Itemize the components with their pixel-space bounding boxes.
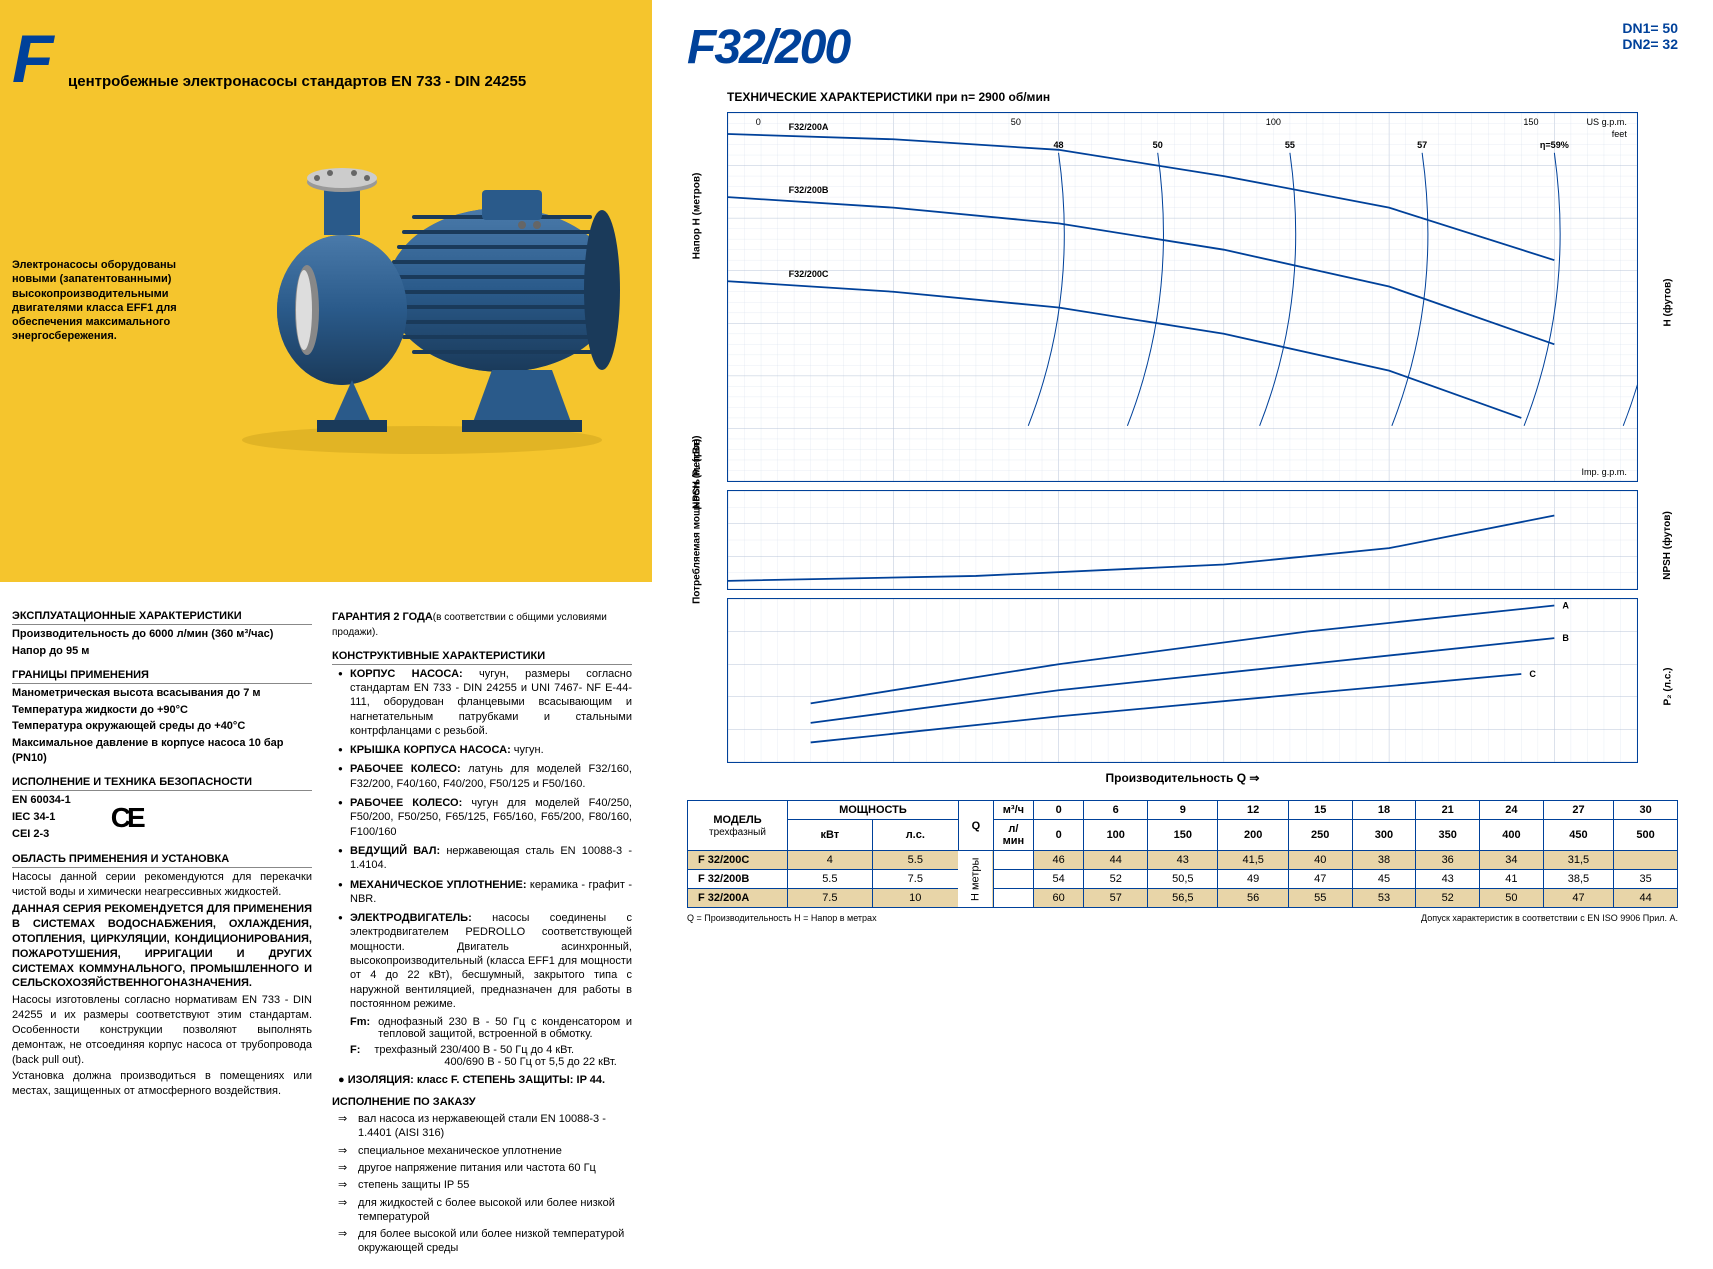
constr-heading: КОНСТРУКТИВНЫЕ ХАРАКТЕРИСТИКИ [332,650,632,665]
safety-heading: ИСПОЛНЕНИЕ И ТЕХНИКА БЕЗОПАСНОСТИ [12,776,312,791]
order-item: для более высокой или более низкой темпе… [338,1227,632,1256]
pump-illustration [212,130,632,460]
hero-section: F центробежные электронасосы стандартов … [0,0,652,582]
svg-text:F32/200B: F32/200B [789,185,829,195]
app-1: Насосы данной серии рекомендуются для пе… [12,870,312,900]
std-2: IEC 34-1 [12,810,71,825]
side-note: Электронасосы оборудованы новыми (запате… [12,258,192,344]
spec-columns: ЭКСПЛУАТАЦИОННЫЕ ХАРАКТЕРИСТИКИ Производ… [0,582,652,1269]
footnote: Q = Производительность H = Напор в метра… [687,913,1678,923]
f-text2: 400/690 В - 50 Гц от 5,5 до 22 кВт. [374,1056,632,1068]
svg-text:100: 100 [1266,117,1281,127]
construction-list: КОРПУС НАСОСА: чугун, размеры согласно с… [332,667,632,1012]
construction-item: КРЫШКА КОРПУСА НАСОСА: чугун. [338,743,632,757]
order-item: вал насоса из нержавеющей стали EN 10088… [338,1112,632,1141]
footnote-right: Допуск характеристик в соответствии с EN… [1421,913,1678,923]
f-label: F: [350,1044,360,1068]
fm-label: Fm: [350,1016,370,1040]
power-chart-wrap: Потребляемая мощность P₂ (кВт) P₂ (л.с.)… [727,598,1638,763]
exploit-heading: ЭКСПЛУАТАЦИОННЫЕ ХАРАКТЕРИСТИКИ [12,610,312,625]
npsh-chart-wrap: NPSH (метров) NPSH (футов) 13571020 [727,490,1638,590]
std-1: EN 60034-1 [12,793,71,808]
svg-text:150: 150 [1523,117,1538,127]
app-3: Насосы изготовлены согласно нормативам E… [12,993,312,1067]
main-chart-wrap: Напор H (метров) H (футов) 050100150US g… [727,112,1638,482]
order-item: степень защиты IP 55 [338,1178,632,1192]
limits-3: Температура окружающей среды до +40°C [12,719,312,734]
construction-item: РАБОЧЕЕ КОЛЕСО: латунь для моделей F32/1… [338,762,632,791]
f-text1: трехфазный 230/400 В - 50 Гц до 4 кВт. [374,1044,632,1056]
app-4: Установка должна производиться в помещен… [12,1069,312,1099]
svg-text:48: 48 [1053,140,1063,150]
construction-item: ЭЛЕКТРОДВИГАТЕЛЬ: насосы соединены с эле… [338,911,632,1011]
svg-text:F32/200C: F32/200C [789,269,829,279]
left-col: ЭКСПЛУАТАЦИОННЫЕ ХАРАКТЕРИСТИКИ Производ… [12,600,312,1259]
power-chart: 23456735790100200300400500l/minABC [727,598,1638,763]
limits-heading: ГРАНИЦЫ ПРИМЕНЕНИЯ [12,669,312,684]
footnote-left: Q = Производительность H = Напор в метра… [687,913,877,923]
dn1: DN1= 50 [1622,20,1678,36]
isol: ● ИЗОЛЯЦИЯ: класс F. СТЕПЕНЬ ЗАЩИТЫ: IP … [338,1073,632,1088]
power-y-label: Потребляемая мощность P₂ (кВт) [692,438,703,603]
warranty: ГАРАНТИЯ 2 ГОДА(в соответствии с общими … [332,610,632,640]
construction-item: МЕХАНИЧЕСКОЕ УПЛОТНЕНИЕ: керамика - граф… [338,878,632,907]
f-row: F: трехфазный 230/400 В - 50 Гц до 4 кВт… [350,1044,632,1068]
main-chart: 050100150US g.p.m.feetImp. g.p.m.2530354… [727,112,1638,482]
right-col: ГАРАНТИЯ 2 ГОДА(в соответствии с общими … [332,600,632,1259]
order-item: специальное механическое уплотнение [338,1144,632,1158]
construction-item: РАБОЧЕЕ КОЛЕСО: чугун для моделей F40/25… [338,796,632,839]
npsh-chart: 13571020 [727,490,1638,590]
series-letter: F [12,20,54,98]
standards-row: EN 60034-1 IEC 34-1 CEI 2-3 CE [12,793,312,844]
svg-text:50: 50 [1011,117,1021,127]
order-heading: ИСПОЛНЕНИЕ ПО ЗАКАЗУ [332,1096,632,1110]
svg-text:η=59%: η=59% [1540,140,1569,150]
dn-info: DN1= 50 DN2= 32 [1622,20,1678,52]
svg-text:F32/200A: F32/200A [789,122,829,132]
chart-title: ТЕХНИЧЕСКИЕ ХАРАКТЕРИСТИКИ при n= 2900 о… [727,90,1678,104]
std-3: CEI 2-3 [12,827,71,842]
npsh-yr-label: NPSH (футов) [1663,511,1674,580]
datasheet-page: F центробежные электронасосы стандартов … [0,0,1713,1269]
svg-text:C: C [1529,669,1536,679]
limits-4: Максимальное давление в корпусе насоса 1… [12,736,312,766]
svg-text:50: 50 [1153,140,1163,150]
exploit-1: Производительность до 6000 л/мин (360 м³… [12,627,312,642]
series-title: центробежные электронасосы стандартов EN… [68,73,526,90]
dn2: DN2= 32 [1622,36,1678,52]
svg-text:US g.p.m.: US g.p.m. [1586,117,1626,127]
limits-2: Температура жидкости до +90°C [12,703,312,718]
performance-table: МОДЕЛЬтрехфазныйМОЩНОСТЬQм³/ч06912151821… [687,800,1678,908]
construction-item: ВЕДУЩИЙ ВАЛ: нержавеющая сталь EN 10088-… [338,844,632,873]
svg-text:55: 55 [1285,140,1295,150]
main-y-label: Напор H (метров) [692,173,703,260]
ce-mark: CE [111,802,142,834]
left-panel: F центробежные электронасосы стандартов … [0,0,652,1269]
svg-text:feet: feet [1612,129,1628,139]
order-item: для жидкостей с более высокой или более … [338,1196,632,1225]
right-panel: F32/200 DN1= 50 DN2= 32 ТЕХНИЧЕСКИЕ ХАРА… [652,0,1713,1269]
exploit-2: Напор до 95 м [12,644,312,659]
order-list: вал насоса из нержавеющей стали EN 10088… [332,1112,632,1256]
model-title: F32/200 [687,20,849,75]
main-yr-label: H (футов) [1663,279,1674,327]
limits-1: Манометрическая высота всасывания до 7 м [12,686,312,701]
fm-row: Fm: однофазный 230 В - 50 Гц с конденсат… [350,1016,632,1040]
power-yr-label: P₂ (л.с.) [1663,667,1674,705]
svg-text:Imp. g.p.m.: Imp. g.p.m. [1581,467,1626,477]
svg-text:B: B [1562,633,1569,643]
x-axis-label: Производительность Q ⇒ [687,771,1678,785]
model-header: F32/200 DN1= 50 DN2= 32 [687,20,1678,75]
app-2: ДАННАЯ СЕРИЯ РЕКОМЕНДУЕТСЯ ДЛЯ ПРИМЕНЕНИ… [12,902,312,991]
svg-text:A: A [1562,601,1569,611]
order-item: другое напряжение питания или частота 60… [338,1161,632,1175]
app-heading: ОБЛАСТЬ ПРИМЕНЕНИЯ И УСТАНОВКА [12,853,312,868]
svg-text:57: 57 [1417,140,1427,150]
fm-text: однофазный 230 В - 50 Гц с конденсатором… [378,1016,632,1040]
construction-item: КОРПУС НАСОСА: чугун, размеры согласно с… [338,667,632,738]
svg-text:0: 0 [756,117,761,127]
